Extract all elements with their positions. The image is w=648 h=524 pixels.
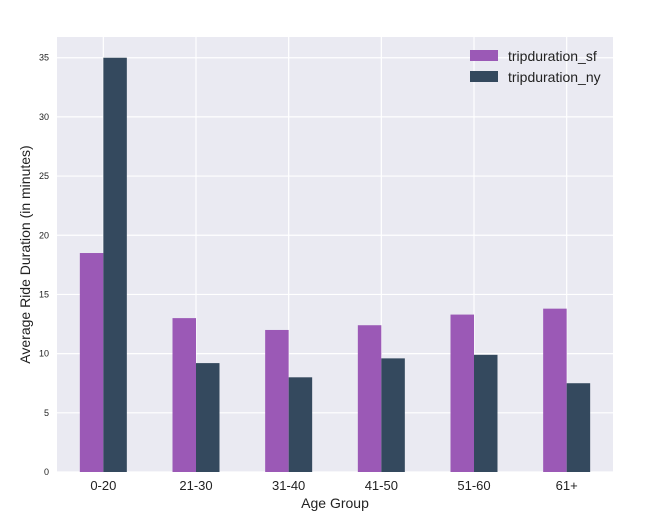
y-tick-label-0: 0 (44, 467, 49, 477)
x-tick-label-51-60: 51-60 (457, 478, 490, 493)
x-axis-label: Age Group (301, 495, 369, 511)
bar-tripduration_sf-61+ (543, 308, 567, 472)
x-tick-label-31-40: 31-40 (272, 478, 305, 493)
bar-tripduration_ny-41-50 (381, 358, 405, 472)
y-tick-label-5: 5 (44, 408, 49, 418)
y-tick-label-20: 20 (39, 230, 49, 240)
y-tick-label-35: 35 (39, 53, 49, 63)
y-tick-label-10: 10 (39, 349, 49, 359)
plot-area (57, 37, 613, 472)
bar-tripduration_sf-31-40 (265, 329, 289, 472)
bar-tripduration_ny-0-20 (103, 57, 127, 472)
bar-tripduration_ny-61+ (566, 383, 591, 472)
bar-tripduration_ny-21-30 (196, 363, 220, 472)
bar-tripduration_ny-31-40 (288, 377, 313, 472)
bars-group (79, 57, 591, 472)
legend-swatch-ny (470, 71, 498, 82)
y-tick-label-25: 25 (39, 171, 49, 181)
x-tick-label-61+: 61+ (556, 478, 578, 493)
bar-tripduration_ny-51-60 (474, 354, 498, 472)
y-tick-labels: 0 5 10 15 20 25 30 35 (39, 53, 49, 477)
x-tick-labels: 0-20 21-30 31-40 41-50 51-60 61+ (90, 478, 577, 493)
legend-label-ny: tripduration_ny (508, 69, 601, 85)
x-tick-label-41-50: 41-50 (365, 478, 398, 493)
x-tick-label-0-20: 0-20 (90, 478, 116, 493)
y-tick-label-30: 30 (39, 112, 49, 122)
bar-tripduration_sf-51-60 (450, 314, 474, 472)
legend-swatch-sf (470, 50, 498, 61)
legend: tripduration_sf tripduration_ny (470, 48, 601, 85)
bar-tripduration_sf-21-30 (172, 318, 196, 472)
y-axis-label: Average Ride Duration (in minutes) (17, 145, 33, 363)
bar-tripduration_sf-0-20 (79, 253, 104, 472)
legend-label-sf: tripduration_sf (508, 48, 597, 64)
bar-tripduration_sf-41-50 (357, 325, 382, 472)
x-tick-label-21-30: 21-30 (179, 478, 212, 493)
y-tick-label-15: 15 (39, 289, 49, 299)
